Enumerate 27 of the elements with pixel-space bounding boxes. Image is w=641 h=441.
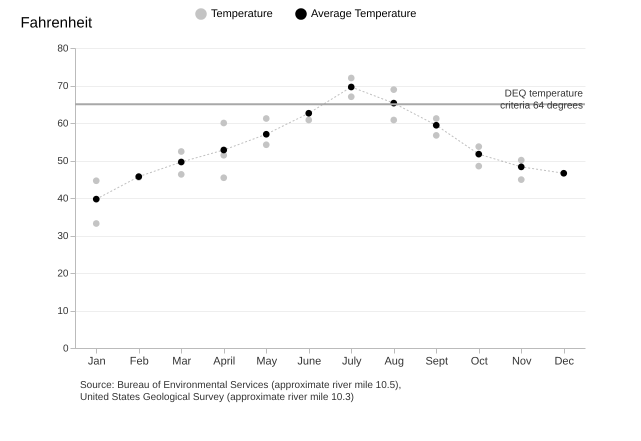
source-note: Source: Bureau of Environmental Services (approximate river mile 10.5), [80,380,402,391]
text: United States Geological Survey (approximate river mile 10.3) [80,392,354,403]
y-axis-title: Fahrenheit [20,14,94,32]
y-tick-label: 20 [57,268,69,280]
x-tick-label: July [342,356,362,368]
x-tick-label: June [297,356,322,368]
ref-line-label: DEQ temperature criteria 64 degrees [500,88,584,112]
y-tick-label: 60 [57,118,69,130]
x-tick-label: May [256,356,278,368]
x-tick-label: Jan [88,356,106,368]
x-tick-label: April [213,356,236,368]
x-tick-label: Feb [130,356,149,368]
x-tick-label: Nov [512,356,532,368]
y-tick-label: 0 [62,344,69,354]
y-tick-label: 80 [57,44,69,54]
x-tick-label: Aug [384,356,404,368]
x-tick-label: Oct [470,356,488,368]
y-tick-label: 40 [57,194,69,204]
x-tick-label: Sept [425,356,448,368]
x-tick-label: Dec [554,356,575,368]
y-tick-label: 50 [57,156,69,167]
y-tick-label: 70 [57,81,69,92]
legend-label: Temperature [211,8,273,20]
legend-label: Average Temperature [311,8,416,20]
y-tick-label: 30 [57,231,69,242]
y-tick-label: 10 [57,306,69,317]
x-tick-label: Mar [172,356,192,368]
